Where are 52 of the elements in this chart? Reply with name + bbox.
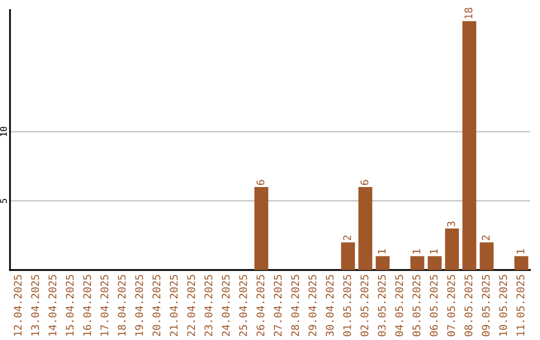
data-label: 2 bbox=[482, 236, 490, 240]
bar bbox=[254, 187, 268, 270]
x-tick-label: 11.05.2025 bbox=[516, 275, 524, 336]
x-tick-label: 22.04.2025 bbox=[187, 275, 196, 336]
data-label: 1 bbox=[412, 249, 420, 254]
x-tick-label: 14.04.2025 bbox=[48, 275, 56, 336]
x-tick-label: 13.04.2025 bbox=[31, 275, 40, 336]
x-tick-label: 09.05.2025 bbox=[482, 275, 490, 336]
x-tick-label: 28.04.2025 bbox=[291, 275, 300, 336]
bar bbox=[358, 187, 372, 270]
data-label: 1 bbox=[378, 249, 386, 254]
bar bbox=[462, 21, 476, 270]
x-tick-label: 08.05.2025 bbox=[464, 275, 472, 336]
x-tick-label: 06.05.2025 bbox=[430, 275, 438, 336]
x-tick-label: 26.04.2025 bbox=[256, 275, 264, 336]
x-tick-label: 21.04.2025 bbox=[170, 275, 178, 336]
bar bbox=[445, 228, 459, 270]
x-tick-label: 29.04.2025 bbox=[308, 275, 316, 336]
x-tick-label: 12.04.2025 bbox=[14, 275, 22, 336]
bar bbox=[410, 256, 424, 270]
x-tick-label: 10.05.2025 bbox=[499, 275, 508, 336]
x-tick-label: 24.04.2025 bbox=[222, 275, 230, 336]
x-tick-label: 17.04.2025 bbox=[100, 275, 108, 336]
data-label: 18 bbox=[464, 8, 472, 18]
x-tick-label: 04.05.2025 bbox=[395, 275, 404, 336]
bar bbox=[428, 256, 442, 270]
bar bbox=[376, 256, 390, 270]
x-tick-label: 30.04.2025 bbox=[326, 275, 334, 336]
x-tick-label: 20.04.2025 bbox=[152, 275, 160, 336]
x-tick-label: 03.05.2025 bbox=[378, 275, 386, 336]
y-tick-label: 10 bbox=[0, 126, 7, 136]
data-label: 6 bbox=[256, 180, 264, 185]
x-tick-label: 19.04.2025 bbox=[135, 275, 144, 336]
data-label: 2 bbox=[343, 236, 351, 240]
data-label: 1 bbox=[516, 249, 524, 254]
x-tick-label: 27.04.2025 bbox=[274, 275, 282, 336]
data-label: 3 bbox=[447, 222, 456, 226]
bar bbox=[514, 256, 528, 270]
x-tick-label: 15.04.2025 bbox=[66, 275, 74, 336]
bar bbox=[341, 242, 355, 270]
x-tick-label: 18.04.2025 bbox=[118, 275, 126, 336]
x-tick-label: 05.05.2025 bbox=[412, 275, 420, 336]
x-tick-label: 01.05.2025 bbox=[343, 275, 352, 336]
x-tick-label: 07.05.2025 bbox=[447, 275, 456, 336]
y-tick-label: 5 bbox=[0, 198, 7, 203]
x-tick-label: 25.04.2025 bbox=[239, 275, 248, 336]
x-tick-label: 02.05.2025 bbox=[360, 275, 368, 336]
x-tick-label: 23.04.2025 bbox=[204, 275, 212, 336]
bar bbox=[480, 242, 494, 270]
data-label: 6 bbox=[360, 180, 368, 185]
data-label: 1 bbox=[430, 249, 438, 254]
x-tick-label: 16.04.2025 bbox=[83, 275, 92, 336]
